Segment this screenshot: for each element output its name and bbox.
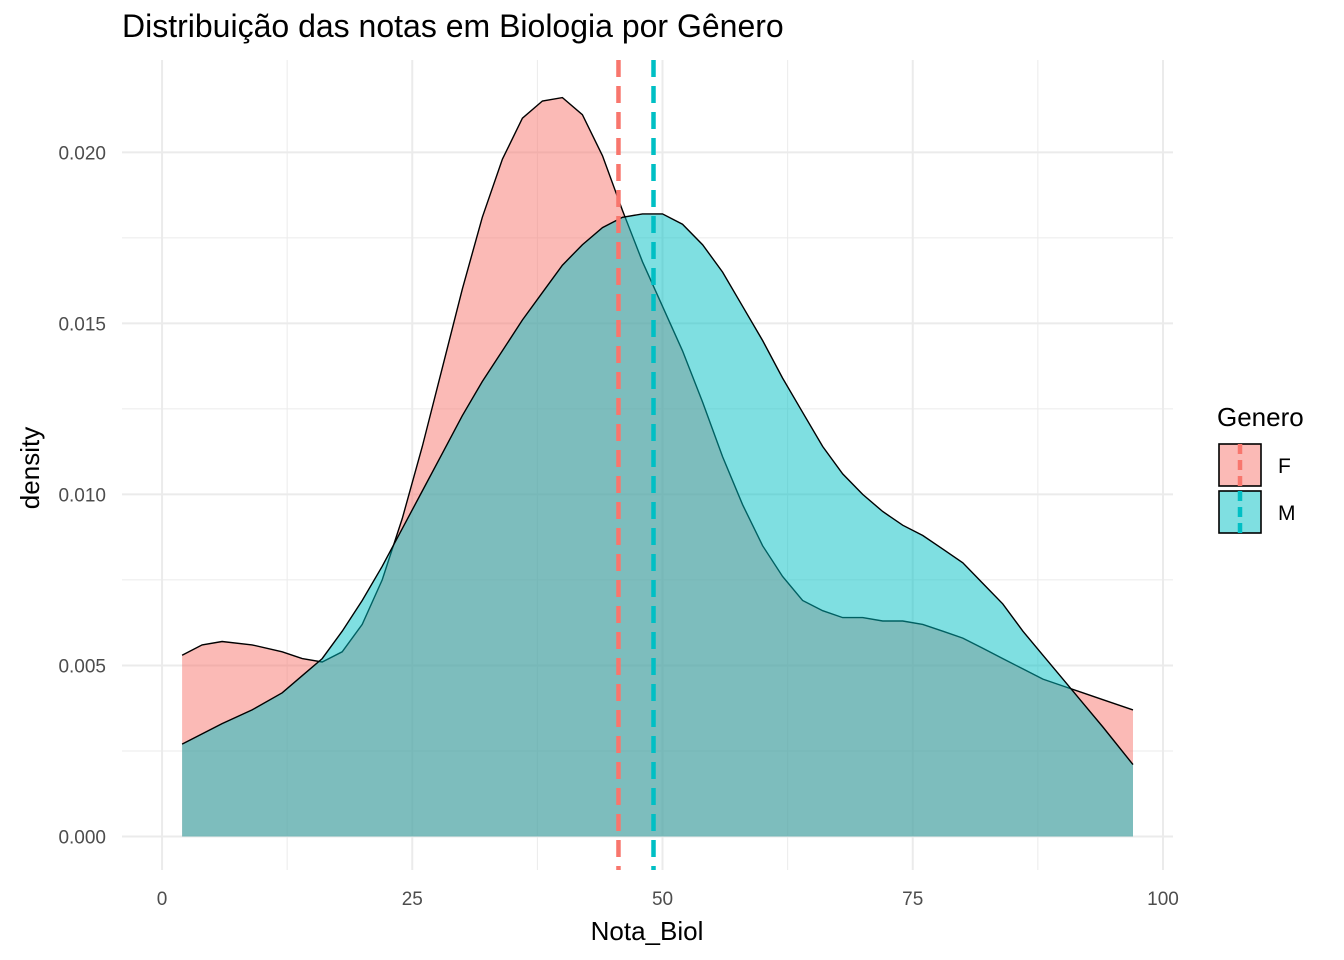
y-tick-label: 0.015: [58, 314, 106, 335]
legend-title: Genero: [1217, 402, 1304, 432]
y-tick-label: 0.000: [58, 827, 106, 848]
y-tick-label: 0.005: [58, 656, 106, 677]
x-tick-label: 75: [902, 889, 923, 910]
x-tick-label: 25: [402, 889, 423, 910]
tick-labels: 0 25 50 75 100 0.000 0.005 0.010 0.015 0.020: [58, 143, 1178, 910]
legend-label-F: F: [1278, 455, 1291, 478]
mean-lines: [616, 60, 656, 870]
density-curve-M: [181, 213, 1134, 766]
y-axis-title: density: [15, 427, 45, 509]
legend: Genero FM: [1217, 402, 1304, 534]
legend-item-M: M: [1218, 490, 1296, 534]
legend-item-F: F: [1218, 443, 1291, 487]
y-tick-label: 0.020: [58, 143, 106, 164]
x-tick-label: 50: [652, 889, 673, 910]
x-tick-label: 100: [1147, 889, 1179, 910]
y-tick-label: 0.010: [58, 485, 106, 506]
density-areas: [181, 96, 1134, 837]
legend-label-M: M: [1278, 502, 1296, 525]
density-area-M: [182, 213, 1134, 837]
chart-title: Distribuição das notas em Biologia por G…: [122, 8, 784, 44]
x-tick-label: 0: [157, 889, 168, 910]
legend-items: FM: [1218, 443, 1296, 534]
x-axis-title: Nota_Biol: [591, 916, 704, 946]
